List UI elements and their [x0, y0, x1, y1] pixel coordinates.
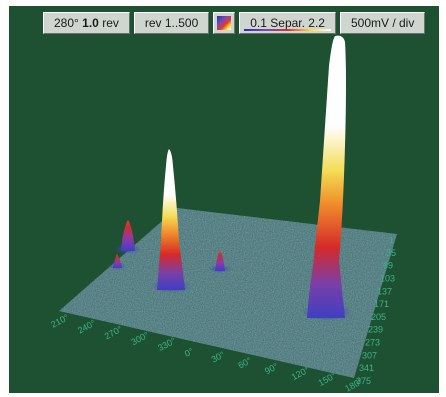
phase-resolved-3d-plot-window: 280° 1.0 rev rev 1..500 0.1 Separ. 2.2 5…: [9, 6, 439, 393]
rev-range-button[interactable]: rev 1..500: [133, 12, 210, 34]
revolution-tick-label: 341: [359, 363, 374, 373]
plot-toolbar: 280° 1.0 rev rev 1..500 0.1 Separ. 2.2 5…: [43, 12, 426, 34]
separation-color-scale: [244, 29, 331, 31]
peak-tall: [151, 149, 191, 293]
revolution-tick-label: 307: [362, 350, 377, 360]
color-palette-icon: [217, 16, 232, 30]
rev-count-value: 1.0: [82, 16, 99, 30]
revolution-tick-label: 35: [386, 248, 396, 258]
color-palette-button[interactable]: [213, 12, 236, 34]
surface-plot[interactable]: 210° 240° 270° 300° 330° 0° 30° 60° 90° 120° 150° 1…: [9, 6, 439, 393]
phase-tick-label: 270°: [103, 324, 124, 342]
revolution-tick-label: 239: [368, 325, 383, 335]
revolution-tick-label: 1: [389, 235, 394, 245]
revolution-tick-label: 137: [377, 286, 392, 296]
phase-tick-label: 30°: [210, 349, 227, 364]
revolution-tick-label: 171: [374, 299, 389, 309]
revolution-tick-label: 103: [380, 274, 395, 284]
angle-rev-button[interactable]: 280° 1.0 rev: [43, 12, 130, 34]
phase-tick-label: 210°: [49, 312, 70, 330]
revolution-tick-label: 69: [383, 261, 393, 271]
peak-tiny-left: [108, 254, 126, 270]
revolution-tick-label: 205: [371, 312, 386, 322]
peak-small-center: [208, 250, 232, 273]
revolution-axis: 1 35 69 103 137 171 205 239 273 307 341 375: [356, 235, 396, 386]
phase-tick-label: 300°: [129, 330, 150, 348]
peak-small-left: [113, 220, 141, 254]
phase-tick-label: 240°: [76, 318, 97, 336]
scale-button[interactable]: 500mV / div: [339, 12, 426, 34]
rev-unit-label: rev: [102, 16, 119, 30]
phase-tick-label: 90°: [263, 361, 280, 376]
peak-very-tall: [301, 35, 353, 321]
surface-noise: [59, 208, 397, 378]
separation-button[interactable]: 0.1 Separ. 2.2: [239, 12, 336, 34]
revolution-tick-label: 375: [356, 376, 371, 386]
phase-tick-label: 60°: [236, 355, 253, 370]
separation-label: 0.1 Separ. 2.2: [250, 16, 325, 30]
phase-tick-label: 0°: [183, 346, 196, 359]
angle-value: 280°: [54, 16, 79, 30]
phase-tick-label: 330°: [156, 335, 177, 353]
revolution-tick-label: 273: [365, 338, 380, 348]
